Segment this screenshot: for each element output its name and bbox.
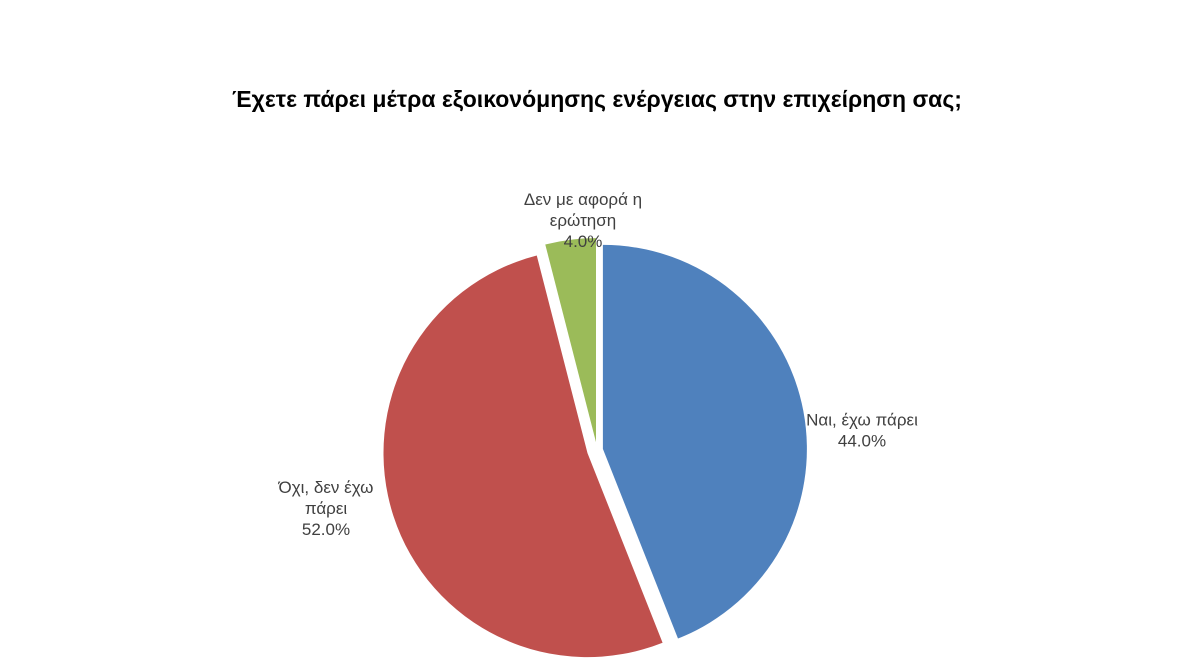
slice-label-line: ερώτηση bbox=[550, 211, 616, 230]
slice-label-line: 4.0% bbox=[564, 232, 603, 251]
slice-label-line: πάρει bbox=[305, 499, 348, 518]
slice-label-line: Δεν με αφορά η bbox=[524, 190, 642, 209]
slice-label-line: 52.0% bbox=[302, 520, 350, 539]
slice-label-line: Ναι, έχω πάρει bbox=[806, 411, 918, 430]
slice-data-label: Ναι, έχω πάρει 44.0% bbox=[806, 411, 918, 451]
pie-slice bbox=[383, 255, 663, 658]
slice-label-line: Όχι, δεν έχω bbox=[278, 478, 374, 497]
pie-slice bbox=[602, 244, 807, 639]
slice-data-label: Όχι, δεν έχω πάρει 52.0% bbox=[278, 478, 374, 539]
slice-data-label: Δεν με αφορά η ερώτηση 4.0% bbox=[524, 190, 642, 251]
slice-label-line: 44.0% bbox=[838, 432, 886, 451]
chart-title: Έχετε πάρει μέτρα εξοικονόμησης ενέργεια… bbox=[232, 86, 962, 112]
pie-slice bbox=[545, 238, 596, 443]
